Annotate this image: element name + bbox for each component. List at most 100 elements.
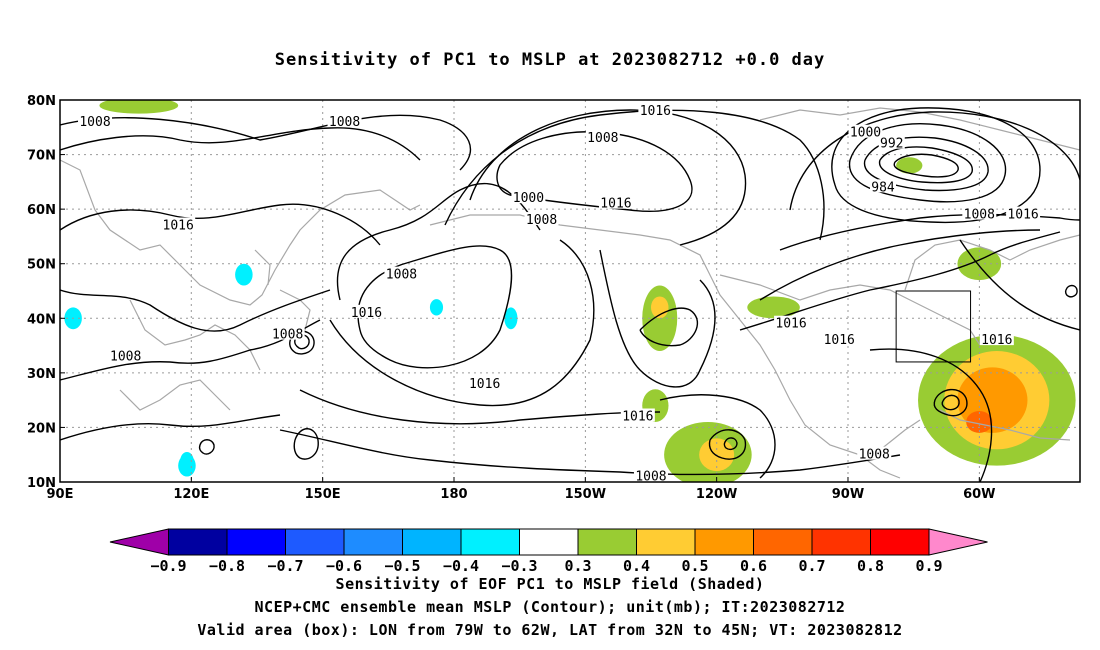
- lat-label-50N: 50N: [27, 258, 56, 273]
- contour-label-bg: [161, 217, 196, 231]
- colorbar: −0.9 −0.8 −0.7 −0.6 −0.5 −0.4 −0.3 0.3 0.4 0.5 0.6…: [109, 528, 988, 575]
- contour-label-0: 1008: [79, 115, 110, 130]
- contour-label-20: 1016: [775, 317, 806, 332]
- colorbar-label: −0.6: [326, 557, 362, 575]
- contour-label-7: 1008: [587, 131, 618, 146]
- colorbar-segment-1: [168, 528, 228, 556]
- contour-label-bg: [620, 408, 655, 422]
- colorbar-label: 0.9: [915, 557, 942, 575]
- caption-line-2: NCEP+CMC ensemble mean MSLP (Contour); u…: [254, 598, 846, 616]
- colorbar-segment-10: [694, 528, 754, 556]
- colorbar-segment-3: [285, 528, 345, 556]
- valid-area-box: [895, 290, 972, 363]
- colorbar-segment-9: [636, 528, 696, 556]
- lon-label-120W: 120W: [696, 487, 737, 502]
- colorbar-label: −0.7: [267, 557, 303, 575]
- colorbar-label: −0.9: [150, 557, 186, 575]
- colorbar-segment-6: [460, 528, 520, 556]
- contour-label-bg: [524, 212, 559, 226]
- coastlines: [60, 107, 1080, 479]
- colorbar-label: −0.3: [501, 557, 537, 575]
- contour-label-17: 984: [871, 180, 895, 195]
- contour-label-3: 1008: [110, 349, 141, 364]
- contour-label-14: 1008: [635, 470, 666, 485]
- contour-label-bg: [270, 326, 305, 340]
- caption-line-1: Sensitivity of EOF PC1 to MSLP field (Sh…: [335, 575, 765, 593]
- contour-label-bg: [511, 190, 546, 204]
- contour-label-5: 1008: [386, 268, 417, 283]
- colorbar-label: 0.5: [681, 557, 708, 575]
- contour-label-18: 1008: [964, 208, 995, 223]
- shaded-region-18: [180, 451, 194, 469]
- contour-label-bg: [962, 206, 997, 220]
- contour-label-1: 1008: [329, 115, 360, 130]
- shaded-region-0: [99, 100, 179, 114]
- contour-label-bg: [870, 179, 897, 193]
- contour-label-10: 1008: [526, 213, 557, 228]
- contour-label-23: 1008: [859, 448, 890, 463]
- shaded-region-7: [896, 157, 923, 174]
- contour-label-15: 1000: [850, 126, 881, 141]
- lat-label-30N: 30N: [27, 367, 56, 382]
- colorbar-segment-12: [811, 528, 871, 556]
- map-frame: [59, 99, 1081, 483]
- contour-label-bg: [1006, 206, 1041, 220]
- contour-label-16: 992: [880, 137, 903, 152]
- shaded-region-4: [747, 296, 800, 319]
- contour-label-bg: [822, 332, 857, 346]
- lon-label-90E: 90E: [47, 487, 74, 502]
- lat-label-40N: 40N: [27, 312, 56, 327]
- shaded-region-15: [235, 263, 253, 286]
- colorbar-segment-11: [753, 528, 813, 556]
- contour-label-bg: [774, 315, 809, 329]
- contour-label-13: 1016: [622, 410, 653, 425]
- contour-labels: 1008 1008 1016 1008 1008 1008 1016 1008 1016 1000…: [78, 102, 1041, 485]
- contour-label-19: 1016: [1007, 208, 1038, 223]
- map-title: Sensitivity of PC1 to MSLP at 2023082712…: [274, 50, 826, 70]
- contour-label-2: 1016: [163, 219, 194, 234]
- colorbar-label: −0.4: [443, 557, 479, 575]
- lat-label-10N: 10N: [27, 476, 56, 491]
- contour-label-21: 1016: [824, 333, 855, 348]
- colorbar-label: 0.8: [857, 557, 884, 575]
- mslp-contours: [60, 107, 1080, 482]
- contour-label-8: 1016: [640, 104, 671, 119]
- contour-label-22: 1016: [981, 333, 1012, 348]
- colorbar-segment-2: [226, 528, 286, 556]
- contour-label-bg: [979, 332, 1014, 346]
- colorbar-segment-8: [577, 528, 637, 556]
- contour-label-6: 1016: [351, 306, 382, 321]
- colorbar-label: 0.3: [564, 557, 591, 575]
- colorbar-label: 0.4: [623, 557, 650, 575]
- lon-label-150W: 150W: [565, 487, 606, 502]
- contour-label-bg: [349, 304, 384, 318]
- lon-label-120E: 120E: [173, 487, 209, 502]
- lon-label-90W: 90W: [832, 487, 864, 502]
- contour-label-bg: [78, 113, 113, 127]
- axis-labels: 90E 120E 150E 180 150W 120W 90W 60W 80N 70N 60N 50N…: [27, 94, 996, 502]
- contour-label-bg: [638, 102, 673, 116]
- contour-label-bg: [585, 130, 620, 144]
- colorbar-label: −0.8: [209, 557, 245, 575]
- contour-label-bg: [384, 266, 419, 280]
- colorbar-label: 0.6: [740, 557, 767, 575]
- contour-label-12: 1016: [469, 377, 500, 392]
- colorbar-segment-14: [928, 528, 988, 556]
- caption-line-3: Valid area (box): LON from 79W to 62W, L…: [197, 621, 903, 639]
- colorbar-label: −0.5: [384, 557, 420, 575]
- contour-label-bg: [327, 113, 362, 127]
- contour-label-4: 1008: [272, 328, 303, 343]
- colorbar-label: 0.7: [798, 557, 825, 575]
- contour-label-bg: [108, 348, 143, 362]
- lat-label-80N: 80N: [27, 94, 56, 109]
- contour-label-bg: [633, 468, 668, 482]
- lat-label-70N: 70N: [27, 149, 56, 164]
- shaded-region-16: [429, 299, 444, 316]
- lon-label-60W: 60W: [963, 487, 995, 502]
- contour-label-bg: [598, 195, 633, 209]
- lon-label-150E: 150E: [305, 487, 341, 502]
- colorbar-segment-7: [519, 528, 579, 556]
- contour-label-bg: [848, 124, 883, 138]
- contour-label-bg: [467, 375, 502, 389]
